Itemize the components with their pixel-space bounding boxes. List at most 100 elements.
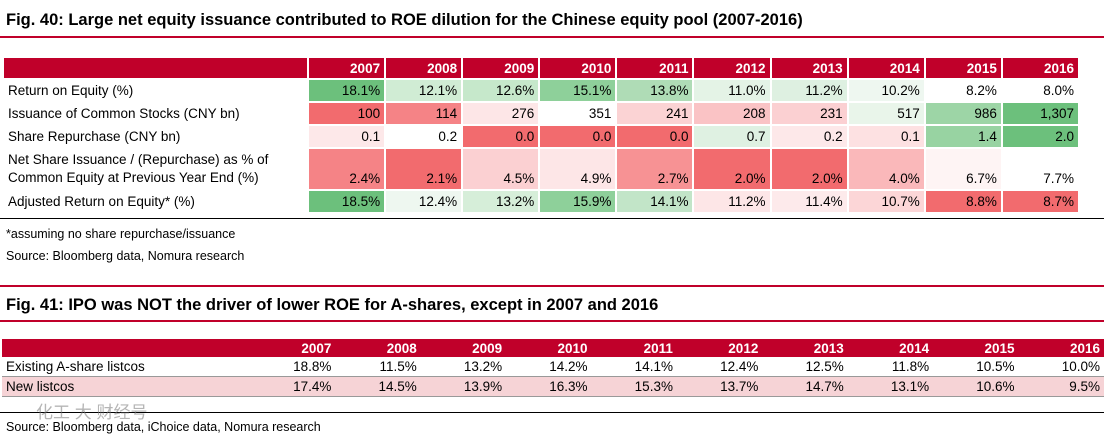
fig41-year-header: 2013 — [762, 339, 848, 357]
fig40-year-header: 2012 — [694, 58, 770, 78]
fig40-table: 2007 2008 2009 2010 2011 2012 2013 2014 … — [2, 56, 1080, 214]
fig41-year-header: 2009 — [420, 339, 507, 357]
value-cell: 11.2% — [694, 191, 770, 212]
value-cell: 0.1 — [309, 126, 385, 147]
value-cell: 4.5% — [463, 149, 539, 189]
value-cell: 13.2% — [420, 357, 507, 377]
fig40-year-header: 2016 — [1002, 58, 1078, 78]
value-cell: 10.5% — [933, 357, 1019, 377]
fig41-table: 2007 2008 2009 2010 2011 2012 2013 2014 … — [2, 339, 1104, 397]
value-cell: 4.0% — [848, 149, 924, 189]
value-cell: 10.2% — [848, 80, 924, 101]
value-cell: 14.7% — [762, 376, 848, 397]
value-cell: 517 — [848, 103, 924, 124]
value-cell: 208 — [694, 103, 770, 124]
value-cell: 13.1% — [847, 376, 934, 397]
value-cell: 14.1% — [617, 191, 693, 212]
value-cell: 0.7 — [694, 126, 770, 147]
value-cell: 15.9% — [540, 191, 616, 212]
row-label-line2: Common Equity at Previous Year End (%) — [8, 170, 259, 185]
row-label: Adjusted Return on Equity* (%) — [4, 191, 307, 212]
fig40-row-issuance: Issuance of Common Stocks (CNY bn) 100 11… — [4, 103, 1078, 124]
value-cell: 18.5% — [309, 191, 385, 212]
value-cell: 15.3% — [591, 376, 677, 397]
value-cell: 14.1% — [591, 357, 677, 377]
value-cell: 12.1% — [386, 80, 462, 101]
value-cell: 14.5% — [335, 376, 421, 397]
fig40-year-header: 2013 — [771, 58, 847, 78]
value-cell: 11.5% — [335, 357, 421, 377]
value-cell: 7.7% — [1002, 149, 1078, 189]
value-cell: 10.6% — [933, 376, 1019, 397]
value-cell: 11.8% — [847, 357, 934, 377]
fig41-top-rule — [0, 285, 1104, 287]
value-cell: 12.4% — [386, 191, 462, 212]
value-cell: 13.8% — [617, 80, 693, 101]
value-cell: 0.2 — [386, 126, 462, 147]
value-cell: 0.1 — [848, 126, 924, 147]
value-cell: 0.0 — [540, 126, 616, 147]
fig41-row-existing: Existing A-share listcos 18.8% 11.5% 13.2%… — [2, 357, 1104, 377]
fig40-footnote: *assuming no share repurchase/issuance — [6, 227, 236, 241]
value-cell: 13.7% — [676, 376, 763, 397]
row-label: Existing A-share listcos — [2, 357, 250, 377]
fig40-year-header: 2007 — [309, 58, 385, 78]
row-label: Issuance of Common Stocks (CNY bn) — [4, 103, 307, 124]
value-cell: 8.0% — [1002, 80, 1078, 101]
value-cell: 241 — [617, 103, 693, 124]
value-cell: 2.7% — [617, 149, 693, 189]
fig40-source: Source: Bloomberg data, Nomura research — [6, 249, 245, 263]
fig40-year-header: 2011 — [617, 58, 693, 78]
fig40-year-header: 2015 — [925, 58, 1001, 78]
value-cell: 12.5% — [762, 357, 848, 377]
value-cell: 0.2 — [771, 126, 847, 147]
fig40-header-blank — [4, 58, 307, 78]
value-cell: 8.7% — [1002, 191, 1078, 212]
value-cell: 11.2% — [771, 80, 847, 101]
value-cell: 2.0% — [694, 149, 770, 189]
value-cell: 10.7% — [848, 191, 924, 212]
value-cell: 100 — [309, 103, 385, 124]
value-cell: 2.0% — [771, 149, 847, 189]
value-cell: 2.0 — [1002, 126, 1078, 147]
fig40-year-header: 2009 — [463, 58, 539, 78]
fig40-row-adjusted-roe: Adjusted Return on Equity* (%) 18.5% 12.4… — [4, 191, 1078, 212]
fig41-year-header: 2008 — [335, 339, 421, 357]
fig41-row-new: New listcos 17.4% 14.5% 13.9% 16.3% 15.3% 13.… — [2, 376, 1104, 397]
value-cell: 276 — [463, 103, 539, 124]
value-cell: 231 — [771, 103, 847, 124]
row-label-line1: Net Share Issuance / (Repurchase) as % o… — [8, 152, 269, 167]
row-label: Net Share Issuance / (Repurchase) as % o… — [4, 149, 307, 189]
fig41-source: Source: Bloomberg data, iChoice data, No… — [6, 420, 321, 434]
fig40-row-net-issuance: Net Share Issuance / (Repurchase) as % o… — [4, 149, 1078, 189]
fig41-year-header: 2015 — [933, 339, 1019, 357]
fig40-year-header: 2008 — [386, 58, 462, 78]
value-cell: 15.1% — [540, 80, 616, 101]
fig41-year-header: 2014 — [847, 339, 934, 357]
fig41-header-blank — [2, 339, 250, 357]
fig40-title: Fig. 40: Large net equity issuance contr… — [6, 11, 803, 29]
fig41-header-row: 2007 2008 2009 2010 2011 2012 2013 2014 … — [2, 339, 1104, 357]
fig41-year-header: 2016 — [1018, 339, 1104, 357]
value-cell: 13.9% — [420, 376, 507, 397]
fig40-row-repurchase: Share Repurchase (CNY bn) 0.1 0.2 0.0 0.0 0.… — [4, 126, 1078, 147]
value-cell: 9.5% — [1018, 376, 1104, 397]
value-cell: 4.9% — [540, 149, 616, 189]
fig40-row-roe: Return on Equity (%) 18.1% 12.1% 12.6% 15.1… — [4, 80, 1078, 101]
value-cell: 1.4 — [925, 126, 1001, 147]
row-label: Return on Equity (%) — [4, 80, 307, 101]
fig40-year-header: 2010 — [540, 58, 616, 78]
fig41-year-header: 2011 — [591, 339, 677, 357]
value-cell: 18.1% — [309, 80, 385, 101]
value-cell: 18.8% — [250, 357, 336, 377]
fig40-rule — [0, 36, 1104, 38]
fig41-title: Fig. 41: IPO was NOT the driver of lower… — [6, 296, 659, 314]
value-cell: 16.3% — [506, 376, 592, 397]
value-cell: 6.7% — [925, 149, 1001, 189]
value-cell: 14.2% — [506, 357, 592, 377]
watermark: 化工 大 财经号 — [36, 403, 148, 422]
value-cell: 10.0% — [1018, 357, 1104, 377]
fig41-rule — [0, 320, 1104, 322]
value-cell: 114 — [386, 103, 462, 124]
value-cell: 11.4% — [771, 191, 847, 212]
